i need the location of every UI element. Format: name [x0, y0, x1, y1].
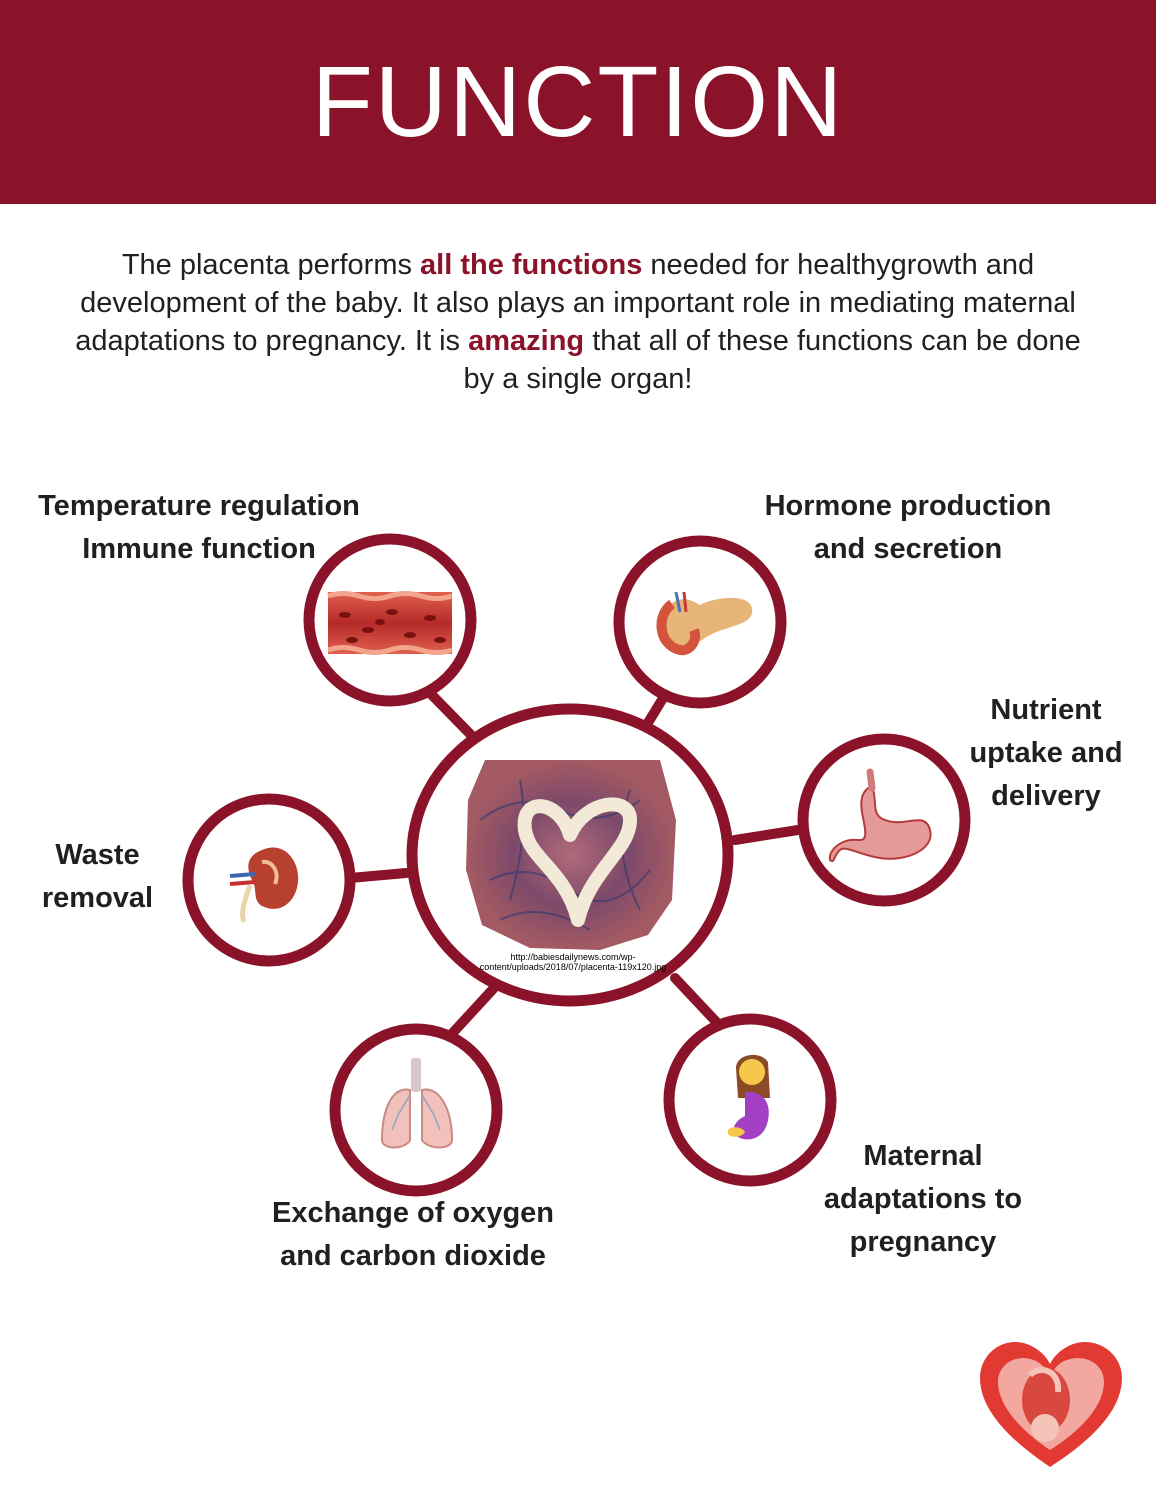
- label-line: and secretion: [813, 533, 1003, 565]
- label-maternal: Maternal adaptations to pregnancy: [800, 1135, 1046, 1264]
- label-waste: Waste removal: [20, 834, 175, 920]
- label-line: Exchange of oxygen: [271, 1197, 554, 1229]
- stomach-icon: [828, 768, 932, 862]
- label-line: Immune function: [82, 533, 316, 565]
- intro-highlight-2: amazing: [468, 325, 585, 357]
- label-line: and carbon dioxide: [280, 1240, 546, 1272]
- header-banner: FUNCTION: [0, 0, 1156, 204]
- label-line: delivery: [991, 780, 1101, 812]
- label-temperature-immune: Temperature regulation Immune function: [10, 485, 388, 571]
- connector-stomach: [730, 825, 803, 845]
- kidney-icon: [229, 847, 299, 923]
- heart-fetus-logo-icon: [980, 1341, 1122, 1467]
- intro-text-1: The placenta performs: [121, 249, 421, 281]
- pancreas-icon: [656, 591, 753, 656]
- intro-paragraph: The placenta performs all the functions …: [60, 246, 1096, 398]
- label-line: Waste: [55, 839, 140, 871]
- label-hormone: Hormone production and secretion: [740, 485, 1076, 571]
- label-line: removal: [41, 882, 154, 914]
- connector-lungs: [443, 983, 499, 1043]
- page-title: FUNCTION: [311, 45, 845, 158]
- image-credit: http://babiesdailynews.com/wp-content/up…: [479, 952, 667, 972]
- blood-vessel-icon: [327, 591, 453, 655]
- label-gas-exchange: Exchange of oxygen and carbon dioxide: [238, 1192, 588, 1278]
- label-line: pregnancy: [849, 1226, 997, 1258]
- pregnant-woman-icon: [728, 1054, 770, 1140]
- intro-text-3: that all of these functions can be done …: [463, 325, 1081, 395]
- label-line: uptake and: [969, 737, 1123, 769]
- connector-pregnancy: [670, 973, 727, 1033]
- lungs-icon: [380, 1058, 454, 1149]
- label-line: Hormone production: [764, 490, 1052, 522]
- label-line: Nutrient: [990, 694, 1102, 726]
- connector-kidney: [345, 868, 411, 883]
- label-nutrient: Nutrient uptake and delivery: [956, 689, 1136, 818]
- intro-highlight-1: all the functions: [420, 249, 643, 281]
- label-line: Temperature regulation: [38, 490, 360, 522]
- label-line: adaptations to: [823, 1183, 1023, 1215]
- connector-lines: [345, 685, 803, 1043]
- placenta-photo-icon: [466, 760, 676, 950]
- connector-vessel: [425, 688, 479, 743]
- circle-lungs: [329, 1023, 503, 1197]
- label-line: Maternal: [863, 1140, 983, 1172]
- intro-text-2: needed for healthygrowth and development…: [75, 249, 1076, 357]
